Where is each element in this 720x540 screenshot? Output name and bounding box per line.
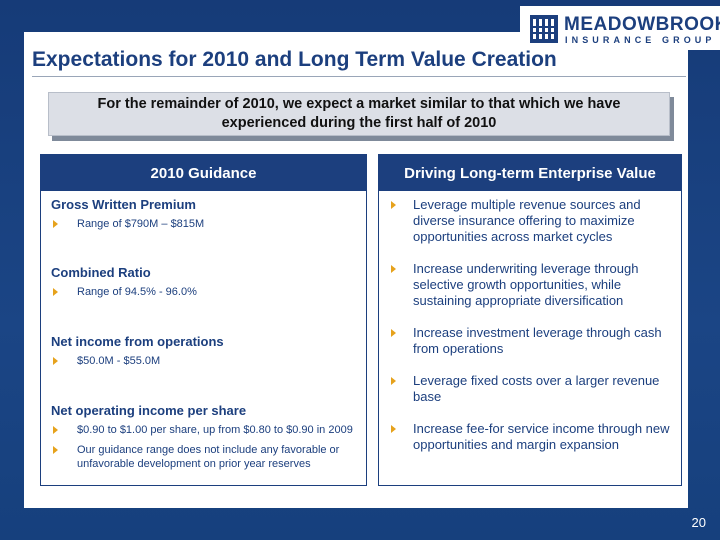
section-title: Gross Written Premium (51, 197, 196, 212)
bullet-arrow-icon (391, 329, 396, 337)
company-logo: MEADOWBROOK INSURANCE GROUP (520, 6, 720, 50)
list-item: Leverage fixed costs over a larger reven… (379, 373, 681, 405)
page-number: 20 (691, 515, 706, 530)
bullet-arrow-icon (53, 446, 58, 454)
section-title: Net operating income per share (51, 403, 247, 418)
bullet-arrow-icon (391, 377, 396, 385)
bullet-arrow-icon (391, 201, 396, 209)
list-item: Our guidance range does not include any … (41, 443, 366, 471)
logo-name: MEADOWBROOK (564, 14, 720, 35)
list-item: Increase underwriting leverage through s… (379, 261, 681, 309)
guidance-section: Net operating income per share $0.90 to … (41, 403, 366, 471)
guidance-box: 2010 Guidance Gross Written Premium Rang… (40, 154, 367, 486)
list-item: $0.90 to $1.00 per share, up from $0.80 … (41, 423, 366, 437)
building-columns-icon (530, 15, 558, 43)
bullet-arrow-icon (53, 288, 58, 296)
list-item: Leverage multiple revenue sources and di… (379, 197, 681, 245)
bullet-arrow-icon (391, 265, 396, 273)
list-item: $50.0M - $55.0M (41, 354, 366, 368)
section-title: Net income from operations (51, 334, 224, 349)
bullet-arrow-icon (53, 357, 58, 365)
market-callout: For the remainder of 2010, we expect a m… (48, 92, 670, 136)
list-item: Range of $790M – $815M (41, 217, 366, 231)
guidance-section: Combined Ratio Range of 94.5% - 96.0% (41, 265, 366, 299)
bullet-arrow-icon (391, 425, 396, 433)
bullet-arrow-icon (53, 220, 58, 228)
guidance-heading: 2010 Guidance (41, 155, 366, 191)
list-item: Range of 94.5% - 96.0% (41, 285, 366, 299)
page-title: Expectations for 2010 and Long Term Valu… (32, 48, 557, 71)
guidance-section: Gross Written Premium Range of $790M – $… (41, 197, 366, 231)
logo-subtitle: INSURANCE GROUP (565, 35, 716, 45)
guidance-section: Net income from operations $50.0M - $55.… (41, 334, 366, 368)
enterprise-value-heading: Driving Long-term Enterprise Value (379, 155, 681, 191)
list-item: Increase fee-for service income through … (379, 421, 681, 453)
enterprise-value-box: Driving Long-term Enterprise Value Lever… (378, 154, 682, 486)
title-divider (32, 76, 686, 77)
bullet-arrow-icon (53, 426, 58, 434)
list-item: Increase investment leverage through cas… (379, 325, 681, 357)
section-title: Combined Ratio (51, 265, 151, 280)
